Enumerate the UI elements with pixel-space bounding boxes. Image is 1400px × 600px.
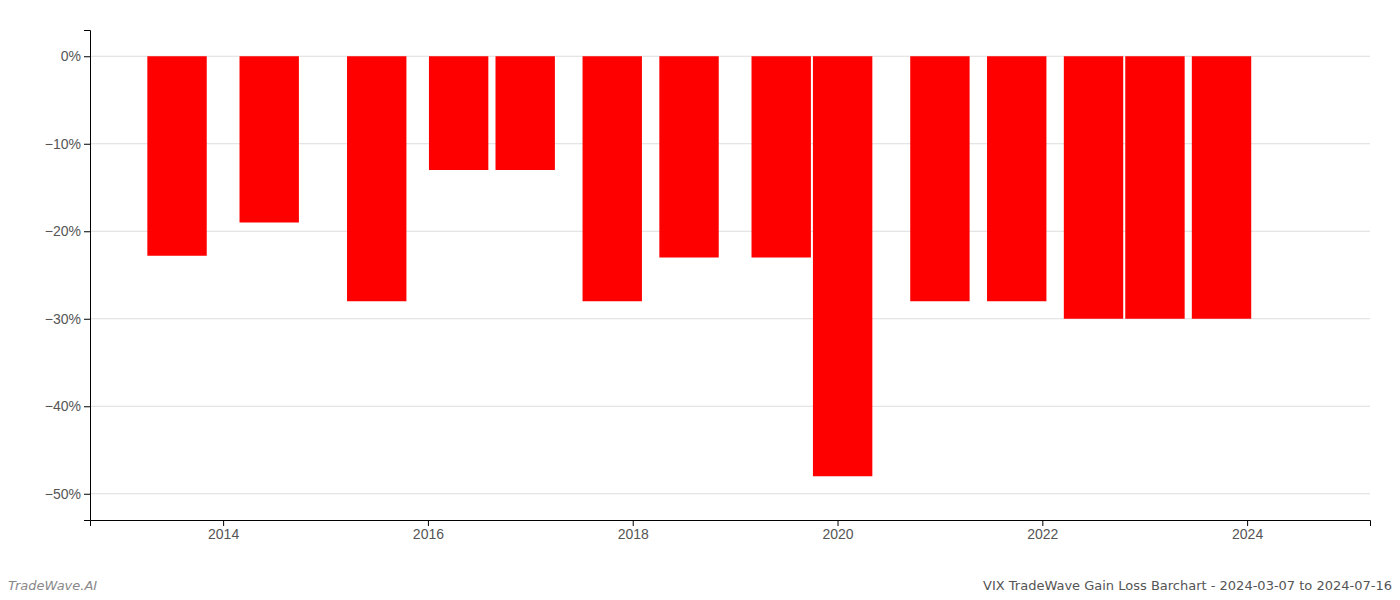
y-tick-label: −40% <box>45 398 81 414</box>
bar <box>659 56 718 257</box>
y-tick-label: 0% <box>61 48 81 64</box>
watermark: TradeWave.AI <box>8 578 97 593</box>
bar <box>496 56 555 170</box>
x-tick-label: 2020 <box>822 526 853 542</box>
x-tick: 2016 <box>413 520 444 542</box>
bar <box>813 56 872 476</box>
y-tick-label: −30% <box>45 311 81 327</box>
title: VIX TradeWave Gain Loss Barchart - 2024-… <box>983 578 1392 593</box>
bar <box>147 56 206 256</box>
x-tick: 2020 <box>822 520 853 542</box>
x-tick: 2024 <box>1232 520 1263 542</box>
y-tick-mark <box>84 144 90 145</box>
bar <box>429 56 488 170</box>
bar <box>910 56 969 301</box>
y-tick: −40% <box>45 398 90 414</box>
bar <box>1064 56 1123 319</box>
y-tick-mark <box>84 319 90 320</box>
x-tick: 2022 <box>1027 520 1058 542</box>
y-axis-line <box>84 31 91 521</box>
y-tick: −50% <box>45 486 90 502</box>
y-tick: −20% <box>45 223 90 239</box>
chart: 2014 2016 2018 2020 2022 2024 0% −10% −20% −30% −4… <box>0 0 1400 600</box>
grid-line <box>90 406 1370 407</box>
x-axis: 2014 2016 2018 2020 2022 2024 <box>91 520 1371 542</box>
grid-line <box>90 493 1370 494</box>
y-tick-mark <box>84 231 90 232</box>
bar <box>987 56 1046 301</box>
bar <box>583 56 642 301</box>
x-tick-label: 2014 <box>208 526 239 542</box>
x-tick: 2018 <box>618 520 649 542</box>
x-tick-label: 2024 <box>1232 526 1263 542</box>
bar <box>1125 56 1184 319</box>
plot: 2014 2016 2018 2020 2022 2024 0% −10% −20% −30% −4… <box>45 31 1371 542</box>
x-tick-label: 2022 <box>1027 526 1058 542</box>
bar <box>347 56 406 301</box>
bars <box>147 56 1251 476</box>
y-tick-label: −10% <box>45 136 81 152</box>
y-tick-mark <box>84 406 90 407</box>
bar <box>240 56 299 222</box>
y-tick: 0% <box>61 48 90 64</box>
y-tick: −30% <box>45 311 90 327</box>
x-tick: 2014 <box>208 520 239 542</box>
y-tick-label: −20% <box>45 223 81 239</box>
grid <box>90 56 1370 494</box>
bar <box>752 56 811 257</box>
x-tick-label: 2016 <box>413 526 444 542</box>
y-tick-label: −50% <box>45 486 81 502</box>
y-axis: 0% −10% −20% −30% −40% −50% <box>45 31 91 521</box>
y-tick-mark <box>84 56 90 57</box>
bar <box>1192 56 1251 319</box>
y-tick-mark <box>84 494 90 495</box>
x-axis-line <box>91 521 1371 527</box>
x-tick-label: 2018 <box>618 526 649 542</box>
y-tick: −10% <box>45 136 90 152</box>
